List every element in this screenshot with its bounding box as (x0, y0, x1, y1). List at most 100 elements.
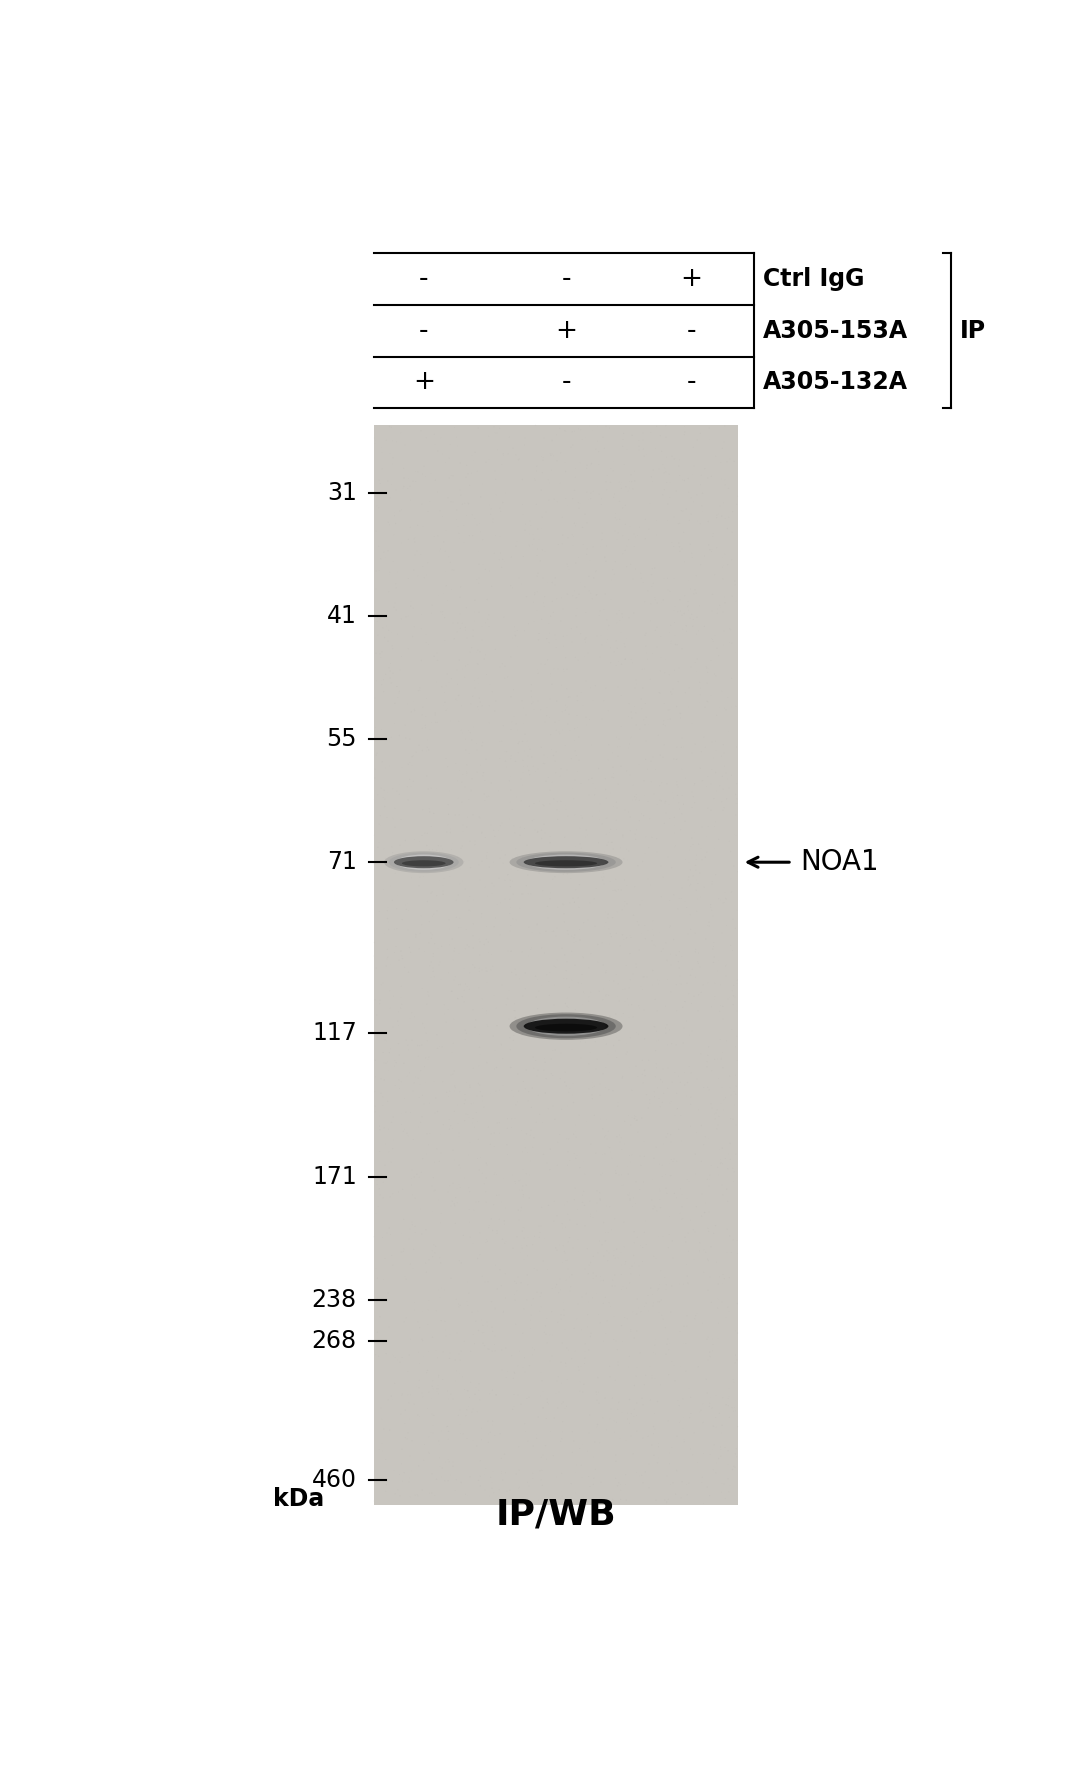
Point (514, 547, 531, 575)
Point (659, 818, 676, 847)
Point (530, 1145, 548, 1173)
Point (489, 1329, 507, 1358)
Point (551, 1351, 568, 1379)
Point (725, 774, 742, 802)
Point (441, 1301, 458, 1329)
Point (680, 596, 698, 625)
Point (728, 538, 745, 566)
Point (658, 589, 675, 618)
Point (711, 479, 728, 508)
Point (694, 998, 712, 1026)
Point (564, 1280, 581, 1308)
Point (612, 288, 630, 316)
Point (592, 502, 609, 531)
Point (521, 580, 538, 609)
Point (419, 469, 436, 497)
Point (663, 1085, 680, 1113)
Point (514, 1264, 531, 1292)
Point (508, 454, 525, 483)
Point (379, 717, 396, 746)
Point (675, 453, 692, 481)
Point (609, 994, 626, 1022)
Point (567, 1310, 584, 1338)
Point (519, 493, 537, 522)
Point (471, 609, 488, 637)
Point (495, 600, 512, 628)
Point (515, 1223, 532, 1251)
Point (605, 1001, 622, 1030)
Point (584, 690, 602, 719)
Point (568, 1180, 585, 1209)
Point (618, 735, 635, 763)
Point (566, 1289, 583, 1317)
Point (529, 948, 546, 976)
Point (553, 1010, 570, 1038)
Point (375, 596, 392, 625)
Point (392, 364, 409, 392)
Point (514, 1037, 531, 1065)
Point (729, 974, 746, 1003)
Point (555, 864, 572, 893)
Point (502, 1022, 519, 1051)
Point (708, 719, 726, 747)
Point (563, 827, 580, 856)
Point (478, 882, 496, 911)
Point (629, 857, 646, 886)
Point (599, 518, 617, 547)
Point (714, 295, 731, 323)
Point (438, 687, 456, 715)
Point (455, 344, 472, 373)
Point (706, 1143, 724, 1172)
Point (700, 1234, 717, 1262)
Point (656, 1033, 673, 1061)
Point (451, 1150, 469, 1179)
Point (582, 825, 599, 854)
Point (720, 1262, 738, 1290)
Point (477, 600, 495, 628)
Point (491, 689, 509, 717)
Point (561, 541, 578, 570)
Point (508, 305, 525, 334)
Point (645, 619, 662, 648)
Point (611, 637, 629, 666)
Point (527, 802, 544, 831)
Point (373, 605, 390, 634)
Point (712, 879, 729, 907)
Point (433, 731, 450, 760)
Point (518, 504, 536, 532)
Point (705, 1021, 723, 1049)
Ellipse shape (510, 852, 622, 873)
Point (442, 653, 459, 682)
Point (681, 928, 699, 957)
Point (377, 320, 394, 348)
Point (370, 328, 388, 357)
Text: NOA1: NOA1 (800, 848, 879, 877)
Point (446, 619, 463, 648)
Point (419, 371, 436, 399)
Point (516, 1248, 534, 1276)
Point (586, 1207, 604, 1235)
Point (691, 367, 708, 396)
Point (566, 877, 583, 905)
Point (507, 1017, 524, 1045)
Point (410, 893, 428, 921)
Point (416, 827, 433, 856)
Point (716, 1353, 733, 1381)
Point (569, 880, 586, 909)
Point (652, 827, 670, 856)
Point (532, 552, 550, 580)
Point (512, 999, 529, 1028)
Point (630, 854, 647, 882)
Point (650, 1044, 667, 1072)
Point (589, 758, 606, 786)
Point (563, 843, 580, 872)
Point (480, 651, 497, 680)
Point (615, 1345, 632, 1374)
Text: -: - (562, 266, 571, 291)
Point (648, 927, 665, 955)
Point (421, 967, 438, 996)
Point (469, 467, 486, 495)
Point (727, 378, 744, 406)
Point (432, 1166, 449, 1195)
Point (592, 1122, 609, 1150)
